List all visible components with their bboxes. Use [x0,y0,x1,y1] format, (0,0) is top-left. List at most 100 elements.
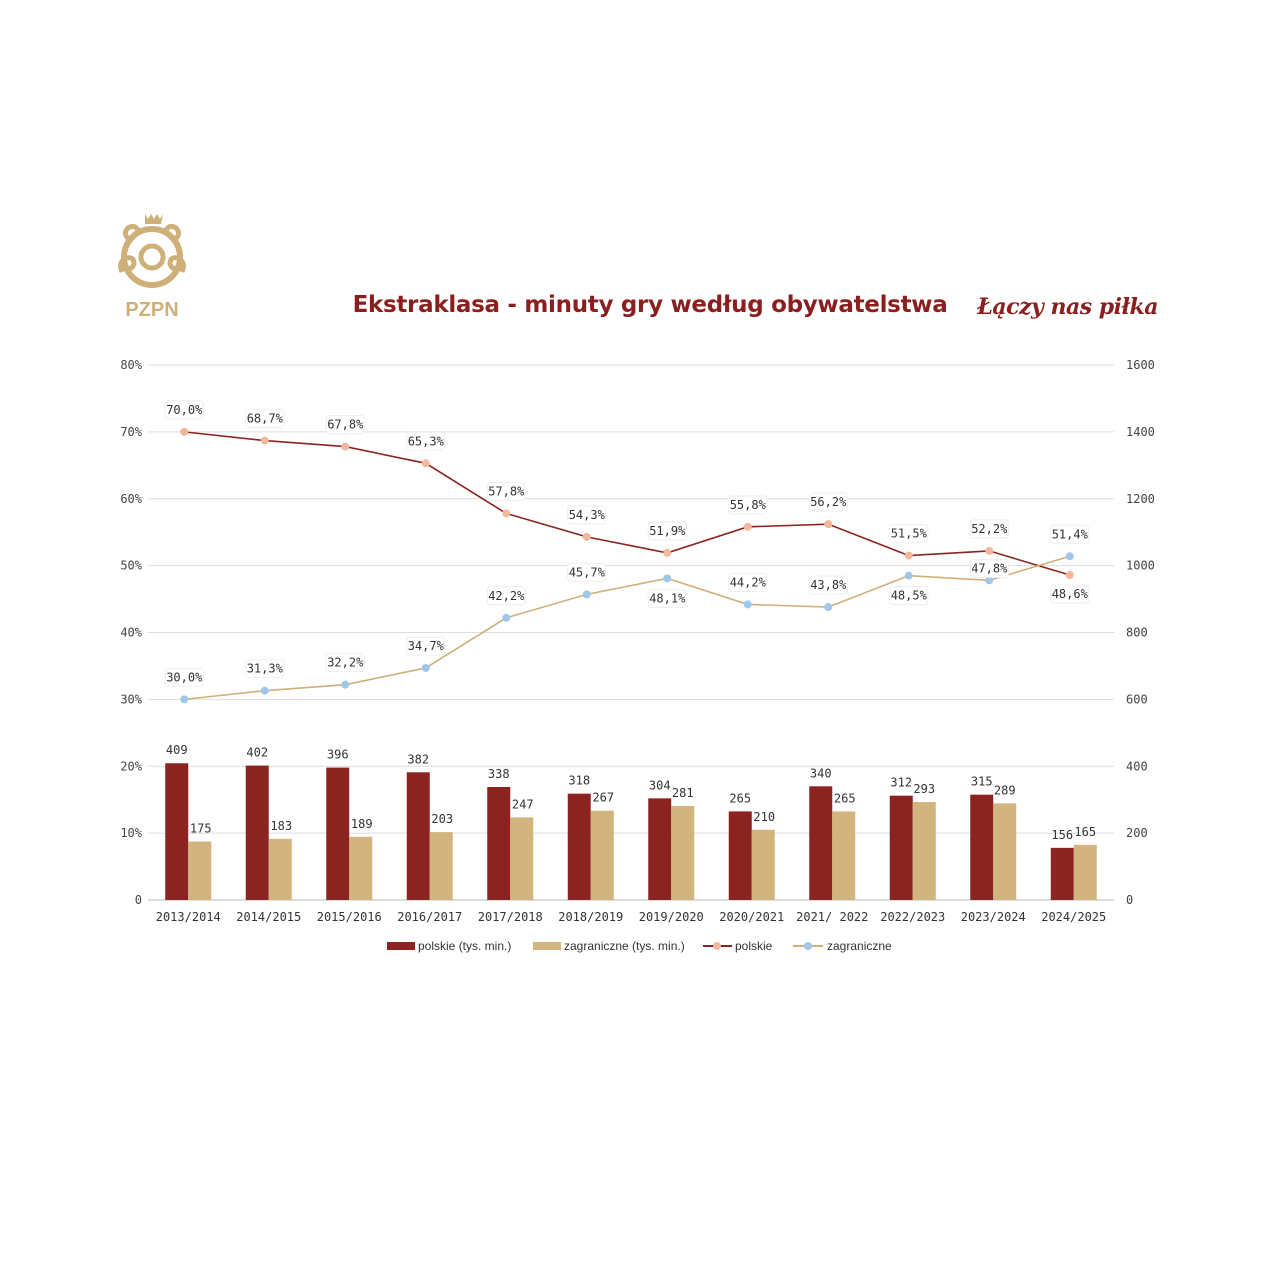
category-label: 2022/2023 [880,910,945,924]
label-box-polskie [728,495,768,515]
bar-zagraniczne [832,811,856,900]
category-label: 2016/2017 [397,910,462,924]
bar-polskie-label: 382 [407,752,429,766]
point-polskie-label: 55,8% [730,498,767,512]
category-label: 2014/2015 [236,910,301,924]
point-polskie [502,509,511,518]
bar-zagraniczne [912,802,936,900]
point-polskie [904,551,913,560]
category-label: 2020/2021 [719,910,784,924]
bar-zagraniczne [671,806,695,900]
bar-polskie [648,798,672,900]
bar-polskie-label: 340 [810,766,832,780]
bar-zagraniczne [751,829,775,900]
point-zagraniczne [421,663,430,672]
label-box-zagraniczne [406,636,446,656]
label-box-polskie [486,481,526,501]
point-polskie-label: 54,3% [569,508,606,522]
legend-label-polskie-line: polskie [735,939,773,953]
bar-polskie [487,786,511,900]
bar-zagraniczne-label: 293 [913,782,935,796]
lines: 70,0% 68,7% 67,8% 65,3% 57,8% 54,3% 51,9% 55,8%… [164,400,1090,704]
label-box-zagraniczne [969,558,1009,578]
bar-zagraniczne [590,810,614,900]
label-box-zagraniczne [808,575,848,595]
bar-polskie-label: 338 [488,767,510,781]
bar-polskie-label: 156 [1051,828,1073,842]
bar-polskie-label: 315 [971,775,993,789]
point-zagraniczne [985,576,994,585]
bar-polskie [567,793,591,900]
point-polskie [341,442,350,451]
point-zagraniczne [663,574,672,583]
label-box-zagraniczne [728,572,768,592]
label-box-zagraniczne [164,667,204,687]
label-box-zagraniczne [647,588,687,608]
bar-polskie [326,767,350,900]
point-zagraniczne-label: 32,2% [327,656,364,670]
point-zagraniczne-label: 34,7% [408,639,445,653]
left-tick-label: 80% [120,358,142,372]
point-polskie [743,522,752,531]
bar-zagraniczne [349,836,373,900]
legend: polskie (tys. min.) zagraniczne (tys. min… [387,939,892,953]
bar-zagraniczne-label: 183 [270,819,292,833]
point-polskie-label: 56,2% [810,495,847,509]
legend-label-zagraniczne-bar: zagraniczne (tys. min.) [564,939,685,953]
tagline: Łączy nas piłka [977,294,1158,320]
right-tick-label: 1000 [1126,559,1155,573]
point-zagraniczne-label: 44,2% [730,575,767,589]
label-box-zagraniczne [1050,524,1090,544]
legend-marker-zagraniczne [804,942,812,950]
bar-polskie-label: 265 [729,791,751,805]
label-box-polskie [969,519,1009,539]
right-tick-label: 1600 [1126,358,1155,372]
point-polskie-label: 52,2% [971,522,1008,536]
point-polskie [663,548,672,557]
bar-zagraniczne [1073,844,1097,900]
logo-text: PZPN [125,299,178,321]
point-zagraniczne [260,686,269,695]
label-box-zagraniczne [325,653,365,673]
point-zagraniczne-label: 42,2% [488,589,525,603]
bar-zagraniczne [993,803,1017,900]
label-box-zagraniczne [486,586,526,606]
bar-zagraniczne-label: 247 [512,797,534,811]
bar-polskie-label: 402 [246,746,268,760]
label-box-polskie [325,415,365,435]
category-label: 2023/2024 [961,910,1026,924]
point-polskie-label: 67,8% [327,418,364,432]
point-polskie-label: 57,8% [488,484,525,498]
left-tick-label: 60% [120,492,142,506]
legend-swatch-polskie-bar [387,942,415,950]
bar-zagraniczne [510,817,534,900]
label-box-polskie [889,524,929,544]
label-box-zagraniczne [245,659,285,679]
bar-polskie-label: 409 [166,743,188,757]
point-zagraniczne [743,600,752,609]
bar-zagraniczne-label: 203 [431,812,453,826]
label-box-polskie [1050,584,1090,604]
point-zagraniczne [824,603,833,612]
legend-marker-polskie [713,942,721,950]
bar-polskie [245,765,269,900]
category-label: 2018/2019 [558,910,623,924]
label-box-polskie [808,492,848,512]
point-zagraniczne [1065,552,1074,561]
category-label: 2017/2018 [478,910,543,924]
point-polskie [260,436,269,445]
point-zagraniczne-label: 43,8% [810,578,847,592]
label-box-zagraniczne [889,586,929,606]
gridlines [148,364,1114,901]
bar-polskie-label: 396 [327,748,349,762]
right-tick-label: 800 [1126,626,1148,640]
left-tick-label: 50% [120,559,142,573]
left-tick-label: 10% [120,826,142,840]
label-box-polskie [245,409,285,429]
bar-zagraniczne [268,838,292,900]
legend-swatch-zagraniczne-bar [533,942,561,950]
point-zagraniczne-label: 31,3% [247,662,284,676]
point-zagraniczne [341,680,350,689]
point-zagraniczne-label: 51,4% [1052,527,1089,541]
bar-zagraniczne [188,841,212,900]
